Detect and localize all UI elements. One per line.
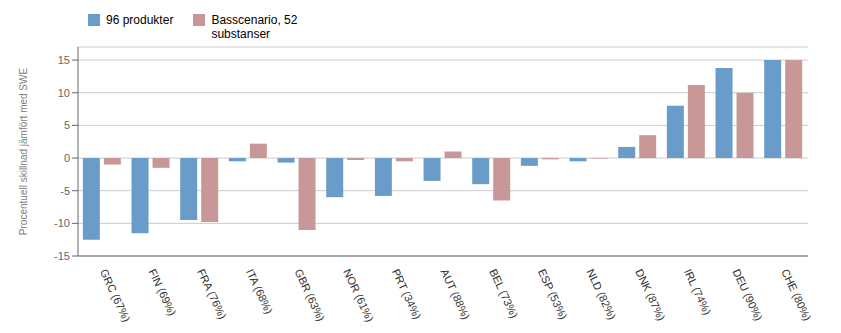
svg-text:GBR (63%): GBR (63%): [293, 267, 328, 323]
svg-text:5: 5: [64, 119, 70, 131]
svg-text:IRL (74%): IRL (74%): [682, 267, 714, 317]
svg-text:10: 10: [58, 87, 70, 99]
svg-text:ESP (53%): ESP (53%): [536, 267, 570, 321]
svg-text:PRT (34%): PRT (34%): [390, 267, 424, 321]
svg-text:FRA (76%): FRA (76%): [195, 267, 229, 321]
svg-text:-5: -5: [60, 185, 70, 197]
svg-text:15: 15: [58, 54, 70, 66]
svg-text:AUT (88%): AUT (88%): [439, 267, 473, 321]
svg-text:NOR (61%): NOR (61%): [341, 267, 376, 323]
svg-text:Procentuell skillnad jämfört m: Procentuell skillnad jämfört med SWE: [18, 68, 29, 236]
html-text:Basscenario, 52: Basscenario, 52: [211, 13, 298, 27]
svg-text:DEU (90%): DEU (90%): [731, 267, 765, 322]
svg-text:FIN (69%): FIN (69%): [147, 267, 179, 318]
html-text:substanser: substanser: [211, 27, 271, 41]
svg-text:-10: -10: [54, 217, 70, 229]
svg-text:-15: -15: [54, 250, 70, 262]
svg-text:DNK (87%): DNK (87%): [633, 267, 667, 322]
svg-text:NLD (82%): NLD (82%): [585, 267, 619, 321]
svg-text:BEL (73%): BEL (73%): [487, 267, 520, 320]
svg-text:GRC (67%): GRC (67%): [98, 267, 133, 323]
html-text:96 produkter: 96 produkter: [106, 13, 174, 27]
svg-text:ITA (68%): ITA (68%): [244, 267, 275, 316]
svg-text:CHE (80%): CHE (80%): [779, 267, 813, 322]
svg-text:0: 0: [64, 152, 70, 164]
